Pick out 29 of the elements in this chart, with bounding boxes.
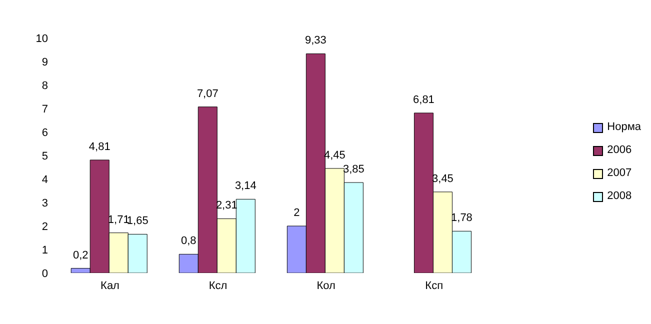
y-tick-label: 8 [42,80,48,92]
y-tick-label: 4 [42,174,48,186]
y-tick-label: 5 [42,150,48,162]
data-label: 0,2 [72,249,88,262]
y-tick-label: 7 [42,103,48,116]
y-tick-label: 10 [36,32,48,45]
data-label: 2 [294,207,300,219]
legend-label: 2008 [607,189,632,204]
x-tick-label: Кал [100,280,120,292]
data-label: 4,81 [88,140,110,153]
data-label: 1,65 [126,215,148,228]
x-tick-label: Ксп [425,280,444,292]
y-tick-label: 9 [42,56,48,68]
legend-label: 2007 [607,166,632,181]
x-tick-label: Ксл [208,280,228,292]
y-tick-label: 0 [42,268,48,280]
data-label: 6,81 [413,94,434,106]
x-tick-label: Кол [316,280,336,292]
data-label: 9,33 [304,34,326,47]
legend-label: Норма [607,120,641,135]
data-label: 7,07 [196,88,218,100]
y-tick-label: 6 [42,126,48,139]
y-tick-label: 3 [42,197,48,210]
legend-label: 2006 [607,143,632,158]
data-label: 3,85 [342,164,364,176]
y-tick-label: 2 [42,220,48,233]
y-tick-label: 1 [42,244,48,256]
data-label: 0,8 [181,235,196,248]
data-label: 3,14 [234,180,256,192]
